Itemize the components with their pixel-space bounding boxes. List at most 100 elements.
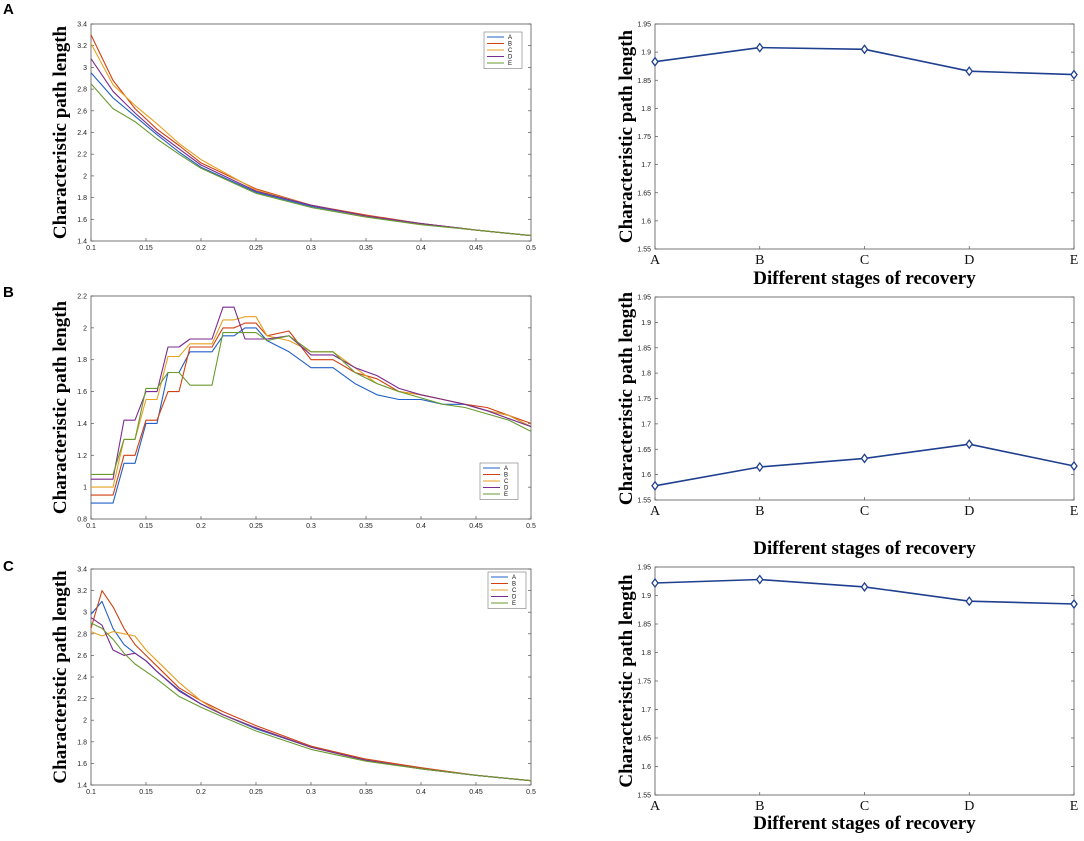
series-line-e <box>90 622 532 782</box>
legend-entry-d: D <box>508 55 513 61</box>
x-tick-label: 0.1 <box>86 789 96 796</box>
x-tick-label: 0.35 <box>359 523 373 530</box>
data-point-marker <box>1070 69 1078 80</box>
y-tick-label: 1.75 <box>637 396 651 403</box>
y-tick-label: 1.6 <box>641 764 651 771</box>
chart-panel-a-threshold: A 1.4 1.6 1.8 2 2.2 2.4 2.6 2.8 3 3.2 3.4 0.1 0.15 0.2… <box>3 1 536 252</box>
y-tick-label: 2 <box>83 173 87 180</box>
series-line-c <box>90 631 532 782</box>
x-category-label: D <box>964 799 974 814</box>
y-tick-label: 1.4 <box>77 421 87 428</box>
y-tick-label: 1.9 <box>641 50 651 57</box>
y-tick-label: 3 <box>83 65 87 72</box>
y-tick-label: 3.4 <box>77 22 87 29</box>
x-tick-label: 0.35 <box>359 245 373 252</box>
y-tick-label: 1.7 <box>641 162 651 169</box>
series-line-a <box>91 327 532 504</box>
y-tick-label: 1.65 <box>637 447 651 454</box>
data-point-marker <box>860 453 869 464</box>
panel-letter: C <box>3 558 14 575</box>
y-axis-label: Characteristic path length <box>616 291 637 505</box>
y-tick-label: 1.75 <box>637 134 651 141</box>
x-tick-label: 0.3 <box>306 245 316 252</box>
series-line-a <box>90 72 532 237</box>
legend-entry-d: D <box>504 486 509 492</box>
legend-entry-a: A <box>508 35 512 41</box>
series-line-d <box>90 58 532 237</box>
y-tick-label: 1.6 <box>641 472 651 479</box>
y-axis-label: Characteristic path length <box>50 570 71 784</box>
series-line-path-length <box>654 443 1075 487</box>
x-axis-label: Different stages of recovery <box>753 538 976 559</box>
x-tick-label: 0.2 <box>196 789 206 796</box>
data-point-marker <box>755 574 764 585</box>
y-tick-label: 1.95 <box>637 22 651 29</box>
x-category-label: D <box>964 253 974 268</box>
y-tick-label: 1.8 <box>77 739 87 746</box>
data-point-marker <box>755 42 764 53</box>
x-category-label: E <box>1070 799 1079 814</box>
data-point-marker <box>651 56 659 67</box>
y-tick-label: 1 <box>83 485 87 492</box>
y-tick-label: 1.55 <box>637 793 651 800</box>
chart-panel-a-stages: 1.55 1.6 1.65 1.7 1.75 1.8 1.85 1.9 1.95 A B C D E Cha… <box>616 22 1078 290</box>
y-tick-label: 2.2 <box>77 152 87 159</box>
y-tick-label: 1.85 <box>637 345 651 352</box>
x-tick-label: 0.25 <box>249 523 263 530</box>
y-tick-label: 1.9 <box>641 320 651 327</box>
x-tick-label: 0.1 <box>86 523 96 530</box>
x-tick-label: 0.2 <box>196 523 206 530</box>
legend-entry-a: A <box>512 575 516 581</box>
x-tick-label: 0.35 <box>359 789 373 796</box>
x-tick-label: 0.3 <box>306 523 316 530</box>
data-point-marker <box>965 596 974 607</box>
data-point-marker <box>860 581 869 593</box>
series-line-b <box>91 322 532 496</box>
x-category-label: E <box>1070 504 1079 519</box>
legend-entry-e: E <box>508 61 512 67</box>
panel-letter: B <box>3 284 14 301</box>
series-line-e <box>91 332 532 475</box>
x-category-label: A <box>650 799 661 814</box>
series-line-d <box>91 306 532 480</box>
y-tick-label: 1.85 <box>637 622 651 629</box>
chart-panel-c-stages: 1.55 1.6 1.65 1.7 1.75 1.8 1.85 1.9 1.95 A B C D E Cha… <box>616 565 1078 835</box>
series-line-b <box>90 590 532 782</box>
data-point-marker <box>651 577 659 589</box>
y-axis-label: Characteristic path length <box>616 574 637 788</box>
x-category-label: C <box>860 799 869 814</box>
data-point-marker <box>965 66 974 77</box>
legend-entry-e: E <box>512 601 516 607</box>
x-category-label: B <box>755 253 764 268</box>
y-tick-label: 3.2 <box>77 588 87 595</box>
x-tick-label: 0.15 <box>139 789 153 796</box>
x-category-label: C <box>860 504 869 519</box>
y-tick-label: 1.6 <box>77 761 87 768</box>
y-tick-label: 1.6 <box>641 218 651 225</box>
y-tick-label: 1.8 <box>77 195 87 202</box>
legend-entry-a: A <box>504 466 508 472</box>
legend-entry-b: B <box>508 42 512 48</box>
plot-area <box>654 296 1075 501</box>
legend-entry-c: C <box>504 479 509 485</box>
y-tick-label: 2 <box>83 325 87 332</box>
x-category-label: A <box>650 253 661 268</box>
series-line-d <box>90 617 532 782</box>
x-tick-label: 0.5 <box>526 789 536 796</box>
y-tick-label: 1.7 <box>641 421 651 428</box>
x-tick-label: 0.45 <box>469 245 483 252</box>
y-tick-label: 1.55 <box>637 498 651 505</box>
series-line-a <box>90 600 532 782</box>
x-tick-label: 0.45 <box>469 523 483 530</box>
y-axis-label: Characteristic path length <box>616 29 637 243</box>
x-category-label: B <box>755 504 764 519</box>
y-tick-label: 1.6 <box>77 389 87 396</box>
y-tick-label: 1.8 <box>641 106 651 113</box>
data-point-marker <box>755 461 764 473</box>
x-category-label: D <box>964 504 974 519</box>
x-category-label: A <box>650 504 661 519</box>
y-tick-label: 1.4 <box>77 783 87 790</box>
